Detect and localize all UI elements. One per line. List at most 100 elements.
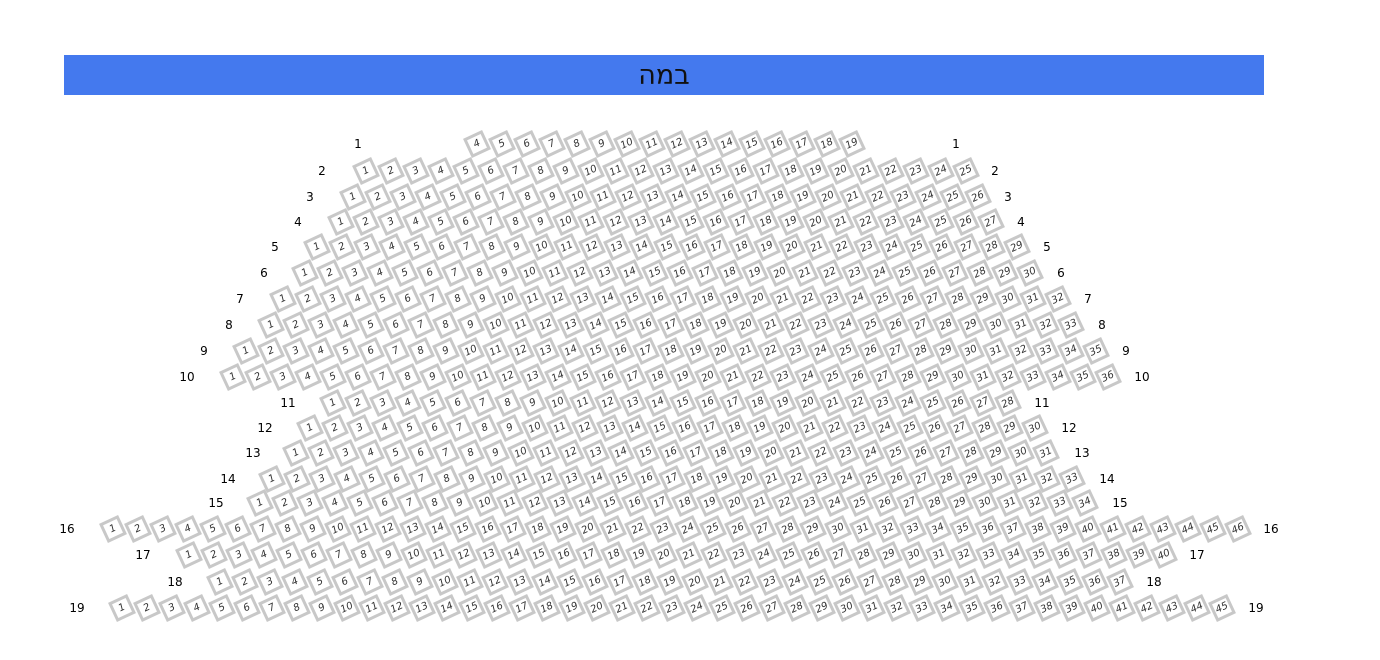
seat-row-3-25[interactable]: 25 — [939, 183, 967, 211]
seat-row-18-4[interactable]: 4 — [281, 568, 309, 596]
seat-row-3-12[interactable]: 12 — [614, 183, 642, 211]
seat-row-7-8[interactable]: 8 — [444, 285, 472, 313]
seat-row-6-1[interactable]: 1 — [291, 259, 319, 287]
seat-row-16-2[interactable]: 2 — [124, 515, 152, 543]
seat-row-13-5[interactable]: 5 — [382, 439, 410, 467]
seat-row-7-21[interactable]: 21 — [769, 285, 797, 313]
seat-row-19-9[interactable]: 9 — [308, 594, 336, 622]
seat-row-17-28[interactable]: 28 — [850, 541, 878, 569]
seat-row-18-5[interactable]: 5 — [306, 568, 334, 596]
seat-row-8-28[interactable]: 28 — [932, 311, 960, 339]
seat-row-10-19[interactable]: 19 — [669, 363, 697, 391]
seat-row-5-13[interactable]: 13 — [603, 233, 631, 261]
seat-row-7-27[interactable]: 27 — [919, 285, 947, 313]
seat-row-19-40[interactable]: 40 — [1083, 594, 1111, 622]
seat-row-14-1[interactable]: 1 — [258, 465, 286, 493]
seat-row-3-3[interactable]: 3 — [389, 183, 417, 211]
seat-row-17-36[interactable]: 36 — [1050, 541, 1078, 569]
seat-row-7-5[interactable]: 5 — [369, 285, 397, 313]
seat-row-13-2[interactable]: 2 — [307, 439, 335, 467]
seat-row-10-30[interactable]: 30 — [944, 363, 972, 391]
seat-row-6-12[interactable]: 12 — [566, 259, 594, 287]
seat-row-16-11[interactable]: 11 — [349, 515, 377, 543]
seat-row-18-25[interactable]: 25 — [806, 568, 834, 596]
seat-row-4-23[interactable]: 23 — [877, 208, 905, 236]
seat-row-19-23[interactable]: 23 — [658, 594, 686, 622]
seat-row-3-22[interactable]: 22 — [864, 183, 892, 211]
seat-row-15-32[interactable]: 32 — [1021, 489, 1049, 517]
seat-row-13-26[interactable]: 26 — [907, 439, 935, 467]
seat-row-10-11[interactable]: 11 — [469, 363, 497, 391]
seat-row-8-6[interactable]: 6 — [382, 311, 410, 339]
seat-row-8-17[interactable]: 17 — [657, 311, 685, 339]
seat-row-16-28[interactable]: 28 — [774, 515, 802, 543]
seat-row-1-13[interactable]: 13 — [688, 130, 716, 158]
seat-row-12-20[interactable]: 20 — [771, 414, 799, 442]
seat-row-13-6[interactable]: 6 — [407, 439, 435, 467]
seat-row-8-16[interactable]: 16 — [632, 311, 660, 339]
seat-row-4-13[interactable]: 13 — [627, 208, 655, 236]
seat-row-12-16[interactable]: 16 — [671, 414, 699, 442]
seat-row-12-29[interactable]: 29 — [996, 414, 1024, 442]
seat-row-19-11[interactable]: 11 — [358, 594, 386, 622]
seat-row-2-6[interactable]: 6 — [477, 157, 505, 185]
seat-row-18-19[interactable]: 19 — [656, 568, 684, 596]
seat-row-9-33[interactable]: 33 — [1032, 337, 1060, 365]
seat-row-3-8[interactable]: 8 — [514, 183, 542, 211]
seat-row-19-5[interactable]: 5 — [208, 594, 236, 622]
seat-row-7-7[interactable]: 7 — [419, 285, 447, 313]
seat-row-9-28[interactable]: 28 — [907, 337, 935, 365]
seat-row-11-27[interactable]: 27 — [969, 389, 997, 417]
seat-row-4-18[interactable]: 18 — [752, 208, 780, 236]
seat-row-17-20[interactable]: 20 — [650, 541, 678, 569]
seat-row-18-20[interactable]: 20 — [681, 568, 709, 596]
seat-row-8-11[interactable]: 11 — [507, 311, 535, 339]
seat-row-19-24[interactable]: 24 — [683, 594, 711, 622]
seat-row-16-41[interactable]: 41 — [1099, 515, 1127, 543]
seat-row-18-31[interactable]: 31 — [956, 568, 984, 596]
seat-row-10-16[interactable]: 16 — [594, 363, 622, 391]
seat-row-4-5[interactable]: 5 — [427, 208, 455, 236]
seat-row-17-33[interactable]: 33 — [975, 541, 1003, 569]
seat-row-3-13[interactable]: 13 — [639, 183, 667, 211]
seat-row-14-4[interactable]: 4 — [333, 465, 361, 493]
seat-row-11-6[interactable]: 6 — [444, 389, 472, 417]
seat-row-19-26[interactable]: 26 — [733, 594, 761, 622]
seat-row-19-25[interactable]: 25 — [708, 594, 736, 622]
seat-row-5-1[interactable]: 1 — [303, 233, 331, 261]
seat-row-2-24[interactable]: 24 — [927, 157, 955, 185]
seat-row-13-7[interactable]: 7 — [432, 439, 460, 467]
seat-row-2-20[interactable]: 20 — [827, 157, 855, 185]
seat-row-6-26[interactable]: 26 — [916, 259, 944, 287]
seat-row-9-32[interactable]: 32 — [1007, 337, 1035, 365]
seat-row-10-17[interactable]: 17 — [619, 363, 647, 391]
seat-row-5-15[interactable]: 15 — [653, 233, 681, 261]
seat-row-17-12[interactable]: 12 — [450, 541, 478, 569]
seat-row-17-40[interactable]: 40 — [1150, 541, 1178, 569]
seat-row-10-13[interactable]: 13 — [519, 363, 547, 391]
seat-row-3-6[interactable]: 6 — [464, 183, 492, 211]
seat-row-12-13[interactable]: 13 — [596, 414, 624, 442]
seat-row-19-17[interactable]: 17 — [508, 594, 536, 622]
seat-row-17-17[interactable]: 17 — [575, 541, 603, 569]
seat-row-16-21[interactable]: 21 — [599, 515, 627, 543]
seat-row-8-10[interactable]: 10 — [482, 311, 510, 339]
seat-row-13-27[interactable]: 27 — [932, 439, 960, 467]
seat-row-12-17[interactable]: 17 — [696, 414, 724, 442]
seat-row-19-32[interactable]: 32 — [883, 594, 911, 622]
seat-row-14-16[interactable]: 16 — [633, 465, 661, 493]
seat-row-1-12[interactable]: 12 — [663, 130, 691, 158]
seat-row-17-23[interactable]: 23 — [725, 541, 753, 569]
seat-row-14-11[interactable]: 11 — [508, 465, 536, 493]
seat-row-4-7[interactable]: 7 — [477, 208, 505, 236]
seat-row-12-11[interactable]: 11 — [546, 414, 574, 442]
seat-row-8-15[interactable]: 15 — [607, 311, 635, 339]
seat-row-15-18[interactable]: 18 — [671, 489, 699, 517]
seat-row-1-4[interactable]: 4 — [463, 130, 491, 158]
seat-row-5-5[interactable]: 5 — [403, 233, 431, 261]
seat-row-13-20[interactable]: 20 — [757, 439, 785, 467]
seat-row-18-33[interactable]: 33 — [1006, 568, 1034, 596]
seat-row-14-9[interactable]: 9 — [458, 465, 486, 493]
seat-row-10-28[interactable]: 28 — [894, 363, 922, 391]
seat-row-8-3[interactable]: 3 — [307, 311, 335, 339]
